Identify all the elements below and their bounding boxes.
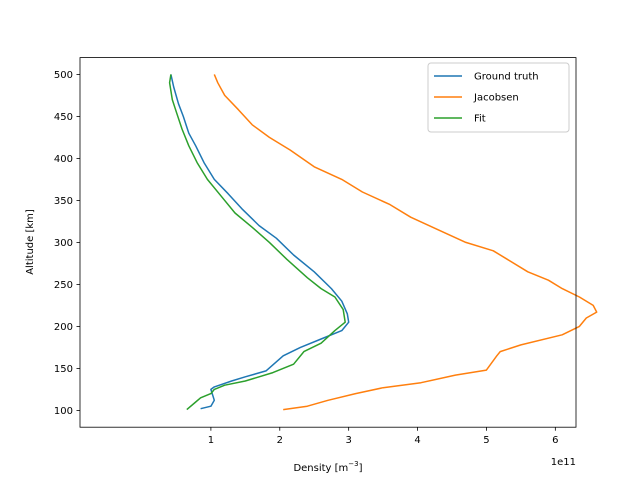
- series-layer: [168, 74, 598, 411]
- series-line-1: [170, 74, 350, 410]
- y-tick-label: 250: [54, 280, 73, 291]
- y-tick-label: 500: [54, 70, 73, 81]
- y-tick-label: 400: [54, 154, 73, 165]
- legend-label: Fit: [474, 114, 486, 125]
- y-tick-label: 350: [54, 196, 73, 207]
- series-line-2: [213, 74, 598, 411]
- x-tick-label: 6: [552, 435, 558, 446]
- y-tick-label: 150: [54, 364, 73, 375]
- legend-box: [427, 62, 570, 133]
- x-tick-label: 2: [277, 435, 283, 446]
- legend-label: Ground truth: [474, 72, 539, 83]
- series-line-3: [168, 74, 346, 411]
- y-tick-label: 200: [54, 322, 73, 333]
- x-axis-ticks: 1 2 3 4 5 6: [208, 427, 559, 446]
- y-axis-label: Altitude [km]: [25, 209, 36, 275]
- y-axis-ticks: 100 150 200 250 300 350 400 450 500: [54, 70, 80, 417]
- x-tick-label: 5: [483, 435, 489, 446]
- y-tick-label: 450: [54, 112, 73, 123]
- x-axis-label: Density [m−3]: [293, 460, 362, 474]
- x-tick-label: 3: [345, 435, 351, 446]
- y-tick-label: 300: [54, 238, 73, 249]
- legend: Ground truth Jacobsen Fit: [427, 62, 570, 133]
- x-axis-offset-text: 1e11: [551, 457, 576, 468]
- x-tick-label: 1: [208, 435, 214, 446]
- legend-label: Jacobsen: [473, 93, 519, 104]
- y-tick-label: 100: [54, 406, 73, 417]
- x-tick-label: 4: [414, 435, 420, 446]
